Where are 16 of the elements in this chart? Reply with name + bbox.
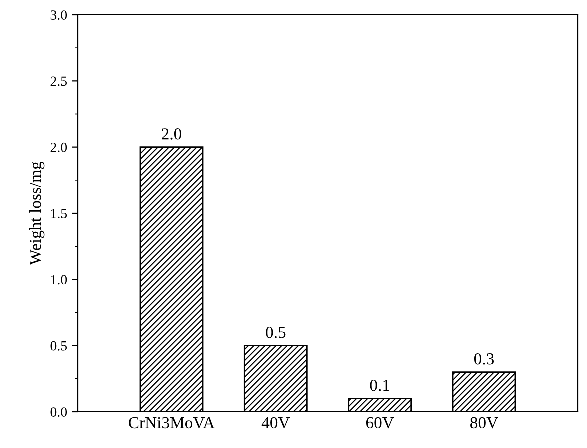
data-label: 0.1 — [370, 380, 390, 392]
y-tick-label: 1.5 — [51, 209, 68, 219]
y-tick-label: 0.5 — [50, 341, 68, 351]
y-tick-label: 3.0 — [50, 10, 68, 20]
x-tick-label: 80V — [470, 417, 498, 429]
y-tick-label: 2.0 — [50, 142, 68, 152]
x-tick-label: 40V — [262, 417, 290, 429]
x-tick-label: CrNi3MoVA — [129, 417, 215, 429]
y-tick-label: 2.5 — [50, 76, 68, 86]
y-tick-label: 0.0 — [50, 408, 68, 418]
x-tick-label: 60V — [366, 417, 394, 429]
data-label: 0.5 — [266, 327, 286, 338]
data-label: 2.0 — [162, 128, 182, 140]
y-axis-title: Weight loss/mg — [30, 162, 45, 266]
data-label: 0.3 — [474, 354, 494, 365]
y-tick-label: 1.0 — [51, 275, 68, 285]
